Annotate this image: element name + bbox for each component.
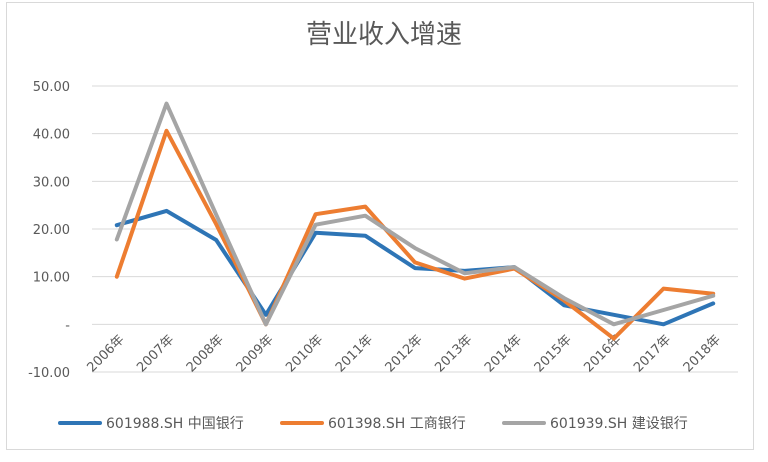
- legend-label: 601988.SH 中国银行: [106, 416, 244, 432]
- x-tick-label: 2006年: [84, 332, 127, 375]
- x-tick-label: 2009年: [234, 332, 277, 375]
- y-tick-label: 50.00: [33, 80, 70, 95]
- y-tick-label: 40.00: [33, 128, 70, 143]
- y-tick-label: -: [65, 318, 70, 333]
- y-tick-label: 30.00: [33, 175, 70, 190]
- x-tick-label: 2016年: [581, 332, 624, 375]
- y-tick-label: -10.00: [28, 366, 70, 381]
- legend-label: 601398.SH 工商银行: [328, 416, 466, 432]
- y-tick-label: 20.00: [33, 223, 70, 238]
- series-line-2: [114, 128, 716, 341]
- series-line-1: [114, 208, 716, 327]
- x-tick-label: 2018年: [681, 332, 724, 375]
- chart-title: 营业收入增速: [305, 20, 462, 50]
- series-line-3: [114, 101, 716, 327]
- x-tick-label: 2013年: [432, 332, 475, 375]
- x-tick-label: 2017年: [631, 332, 674, 375]
- x-tick-label: 2010年: [283, 332, 326, 375]
- x-tick-label: 2007年: [134, 332, 177, 375]
- y-tick-label: 10.00: [33, 271, 70, 286]
- x-tick-label: 2012年: [383, 332, 426, 375]
- x-tick-label: 2011年: [333, 332, 376, 375]
- x-tick-label: 2015年: [532, 332, 575, 375]
- legend-label: 601939.SH 建设银行: [550, 416, 688, 432]
- x-tick-label: 2014年: [482, 332, 525, 375]
- x-tick-label: 2008年: [184, 332, 227, 375]
